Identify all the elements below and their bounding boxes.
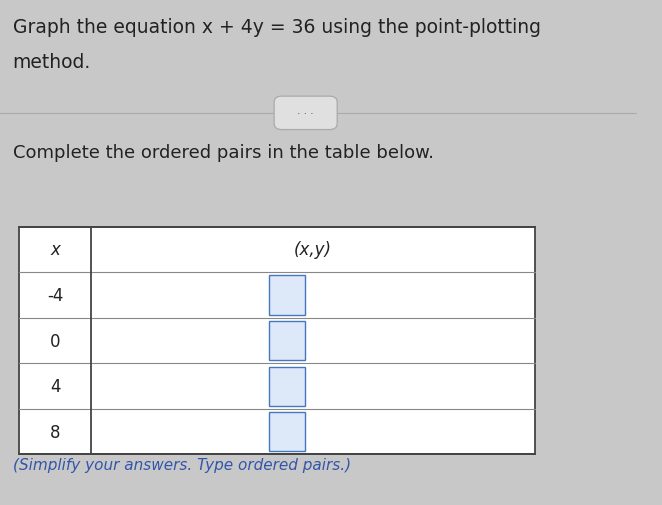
Text: 4: 4 bbox=[50, 377, 60, 395]
Bar bbox=[269, 412, 305, 451]
Text: x: x bbox=[50, 241, 60, 259]
Bar bbox=[269, 367, 305, 406]
FancyBboxPatch shape bbox=[274, 97, 337, 130]
Text: (x,y): (x,y) bbox=[294, 241, 332, 259]
Text: 0: 0 bbox=[50, 332, 60, 350]
Text: Graph the equation x + 4y = 36 using the point-plotting: Graph the equation x + 4y = 36 using the… bbox=[13, 18, 541, 37]
Bar bbox=[269, 276, 305, 315]
Text: 8: 8 bbox=[50, 423, 60, 441]
Text: · · ·: · · · bbox=[297, 109, 314, 119]
Text: method.: method. bbox=[13, 53, 91, 72]
Text: Complete the ordered pairs in the table below.: Complete the ordered pairs in the table … bbox=[13, 144, 434, 162]
Bar bbox=[19, 227, 535, 454]
Bar bbox=[269, 321, 305, 361]
Text: (Simplify your answers. Type ordered pairs.): (Simplify your answers. Type ordered pai… bbox=[13, 457, 351, 472]
Text: -4: -4 bbox=[47, 286, 64, 305]
